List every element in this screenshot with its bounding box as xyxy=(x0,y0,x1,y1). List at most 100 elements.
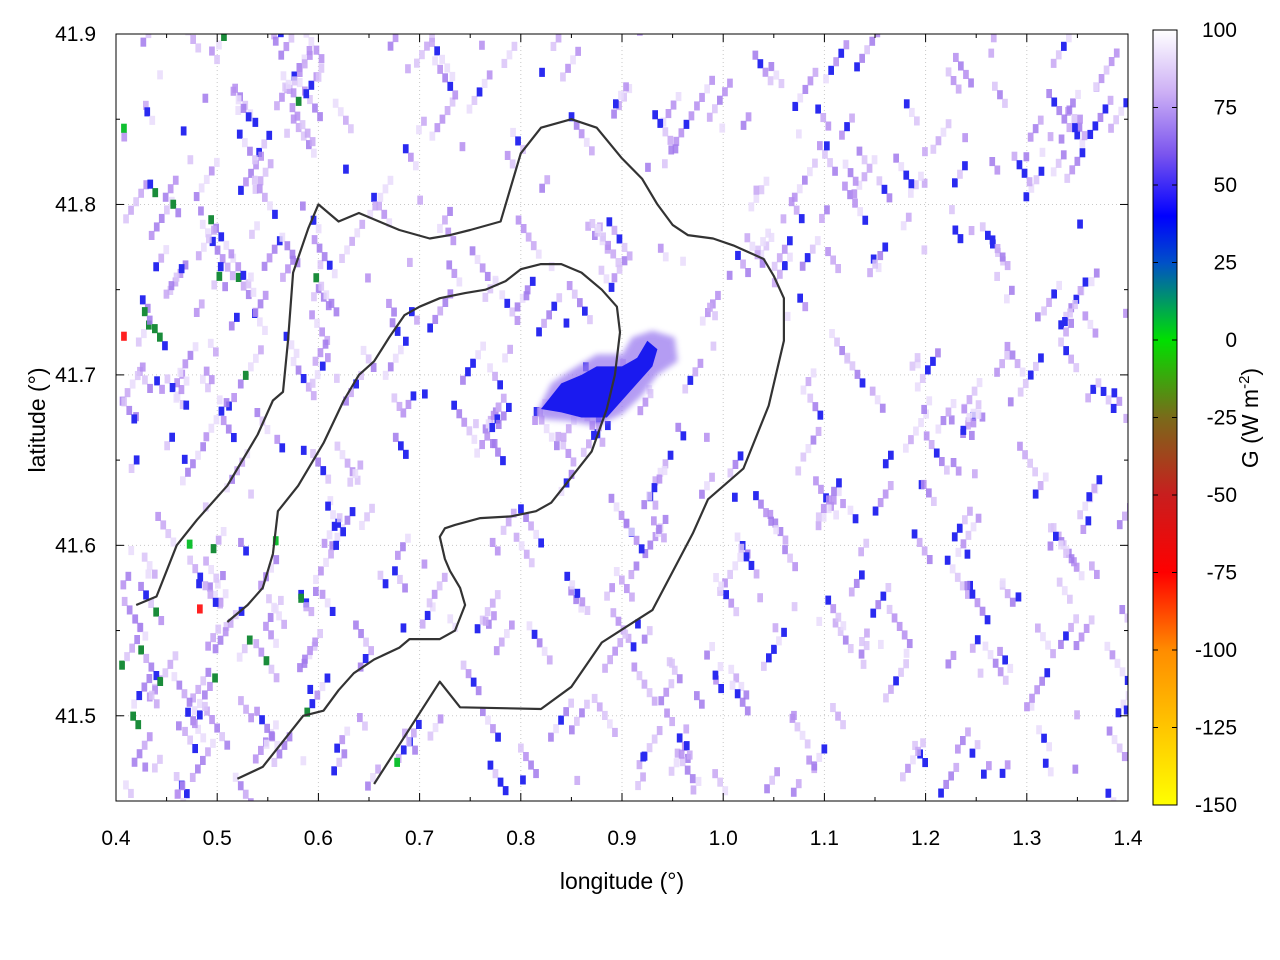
heatmap-cell xyxy=(315,72,322,82)
heatmap-cell xyxy=(732,492,738,502)
heatmap-cell xyxy=(308,607,315,617)
heatmap-cell xyxy=(497,380,503,390)
heatmap-cell xyxy=(232,772,239,782)
heatmap-cell xyxy=(493,646,500,656)
heatmap-cell xyxy=(398,25,404,34)
heatmap-cell xyxy=(793,205,800,215)
heatmap-cell xyxy=(195,764,201,774)
heatmap-cell xyxy=(906,639,913,649)
heatmap-cell xyxy=(487,284,494,294)
heatmap-cell xyxy=(665,109,672,119)
heatmap-cell xyxy=(718,684,724,694)
heatmap-cell xyxy=(635,619,641,629)
heatmap-cell xyxy=(248,168,254,178)
heatmap-cell xyxy=(203,432,210,442)
heatmap-cell xyxy=(230,86,237,96)
heatmap-cell xyxy=(241,644,248,654)
heatmap-cell xyxy=(881,184,888,194)
heatmap-cell xyxy=(309,310,315,320)
heatmap-cell xyxy=(1078,632,1085,642)
heatmap-cell xyxy=(876,176,883,186)
heatmap-cell xyxy=(219,732,225,742)
heatmap-cell xyxy=(955,744,961,754)
heatmap-cell xyxy=(144,107,151,117)
heatmap-cell xyxy=(811,761,818,771)
heatmap-cell xyxy=(824,141,830,151)
heatmap-cell xyxy=(640,772,646,782)
heatmap-cell xyxy=(651,483,658,493)
heatmap-cell xyxy=(762,67,769,77)
heatmap-cell xyxy=(263,656,270,666)
heatmap-cell xyxy=(982,641,989,651)
heatmap-cell xyxy=(182,359,189,369)
heatmap-cell xyxy=(1047,132,1054,142)
heatmap-cell xyxy=(955,84,962,94)
heatmap-cell xyxy=(825,504,832,514)
heatmap-cell xyxy=(135,337,142,347)
heatmap-cell xyxy=(518,504,524,514)
heatmap-cell xyxy=(324,598,331,608)
heatmap-cell xyxy=(213,415,220,425)
heatmap-cell xyxy=(816,616,823,626)
heatmap-cell xyxy=(717,662,724,672)
heatmap-cell xyxy=(858,649,865,659)
heatmap-cell xyxy=(591,430,597,440)
heatmap-cell xyxy=(961,404,968,414)
heatmap-cell xyxy=(288,11,294,20)
heatmap-cell xyxy=(1055,531,1062,541)
heatmap-cell xyxy=(565,448,572,458)
heatmap-cell xyxy=(410,391,417,401)
heatmap-cell xyxy=(240,103,247,113)
heatmap-cell xyxy=(1121,752,1128,762)
heatmap-cell xyxy=(717,586,723,596)
heatmap-cell xyxy=(768,62,775,72)
heatmap-cell xyxy=(1086,492,1093,502)
heatmap-cell xyxy=(820,512,827,522)
heatmap-cell xyxy=(727,78,733,88)
heatmap-cell xyxy=(854,369,861,379)
heatmap-cell xyxy=(949,205,955,215)
heatmap-cell xyxy=(611,225,618,235)
heatmap-cell xyxy=(662,252,669,262)
heatmap-cell xyxy=(146,320,152,330)
heatmap-cell xyxy=(319,682,326,692)
heatmap-cell xyxy=(155,511,161,521)
heatmap-cell xyxy=(318,54,325,64)
heatmap-cell xyxy=(1028,701,1035,711)
heatmap-cell xyxy=(309,699,316,709)
heatmap-cell xyxy=(432,723,439,733)
heatmap-cell xyxy=(773,70,780,80)
heatmap-cell xyxy=(531,629,538,639)
heatmap-cell xyxy=(956,523,963,533)
heatmap-cell xyxy=(329,606,336,616)
heatmap-cell xyxy=(776,636,782,646)
heatmap-cell xyxy=(314,318,320,328)
heatmap-cell xyxy=(713,573,719,583)
heatmap-cell xyxy=(192,564,199,574)
heatmap-cell xyxy=(263,739,270,749)
heatmap-cell xyxy=(123,214,129,224)
heatmap-cell xyxy=(638,544,645,554)
heatmap-cell xyxy=(839,130,845,140)
x-tick-label: 1.4 xyxy=(1113,827,1143,850)
heatmap-cell xyxy=(960,736,966,746)
heatmap-cell xyxy=(849,361,856,371)
heatmap-cell xyxy=(526,621,533,631)
heatmap-cell xyxy=(131,699,137,709)
heatmap-cell xyxy=(651,734,658,744)
heatmap-cell xyxy=(967,506,973,516)
heatmap-cell xyxy=(933,448,940,458)
heatmap-cell xyxy=(758,249,765,259)
heatmap-cell xyxy=(216,271,223,281)
heatmap-cell xyxy=(713,675,719,685)
heatmap-cell xyxy=(699,316,706,326)
heatmap-cell xyxy=(229,271,236,281)
heatmap-cell xyxy=(243,177,249,187)
heatmap-cell xyxy=(520,775,526,785)
heatmap-cell xyxy=(660,117,667,127)
heatmap-cell xyxy=(199,219,206,229)
heatmap-cell xyxy=(805,377,812,387)
heatmap-cell xyxy=(1113,115,1119,125)
heatmap-cell xyxy=(1111,388,1118,398)
heatmap-cell xyxy=(392,34,399,43)
